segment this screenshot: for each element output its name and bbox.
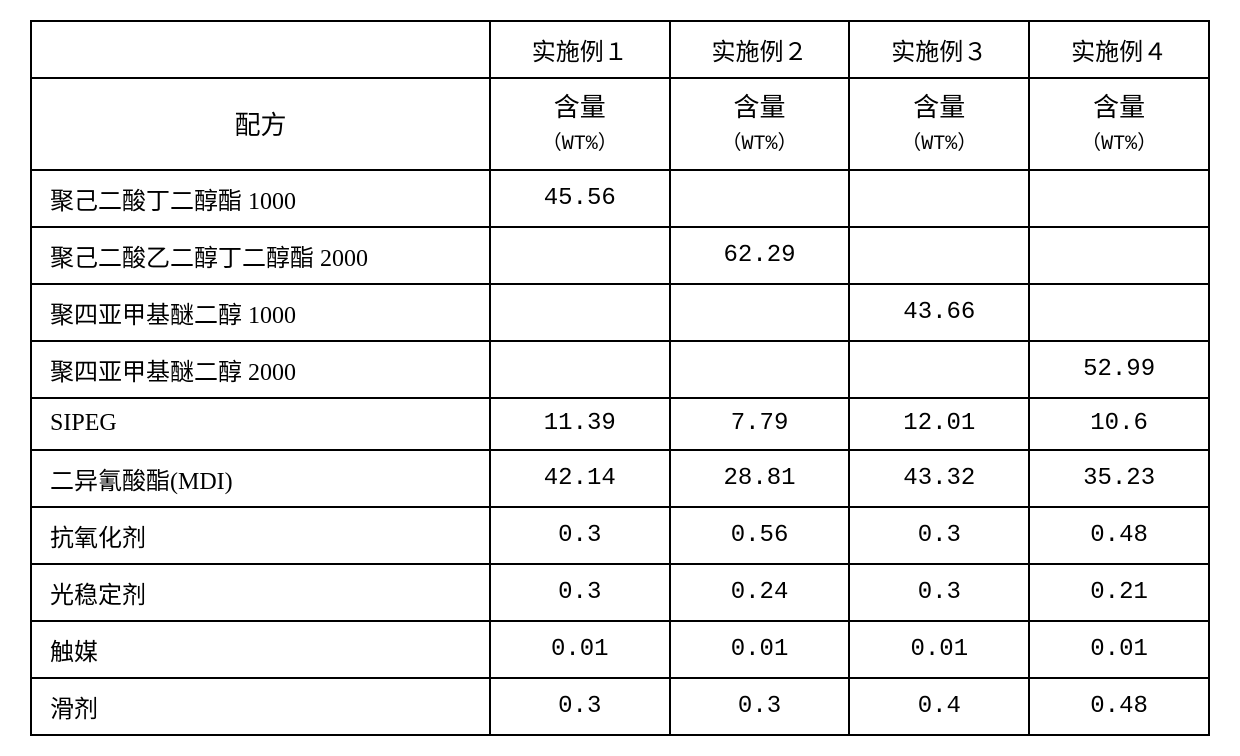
content-label-2: 含量 (685, 87, 835, 129)
cell-value: 0.56 (670, 507, 850, 564)
cell-value (490, 341, 670, 398)
cell-value: 0.21 (1029, 564, 1209, 621)
cell-value: 0.4 (849, 678, 1029, 735)
cell-value: 0.01 (1029, 621, 1209, 678)
cell-value: 28.81 (670, 450, 850, 507)
cell-value (849, 170, 1029, 227)
cell-value: 11.39 (490, 398, 670, 450)
cell-value (1029, 227, 1209, 284)
table-row: 滑剂 0.3 0.3 0.4 0.48 (31, 678, 1209, 735)
cell-value: 0.3 (670, 678, 850, 735)
cell-value: 42.14 (490, 450, 670, 507)
cell-value: 45.56 (490, 170, 670, 227)
cell-value: 35.23 (1029, 450, 1209, 507)
row-label: 触媒 (31, 621, 490, 678)
cell-value (670, 170, 850, 227)
content-label-3: 含量 (864, 87, 1014, 129)
cell-value: 0.3 (849, 564, 1029, 621)
cell-value: 0.01 (849, 621, 1029, 678)
cell-value (490, 227, 670, 284)
row-label: 二异氰酸酯(MDI) (31, 450, 490, 507)
cell-value: 0.3 (490, 564, 670, 621)
table-row: 聚四亚甲基醚二醇 2000 52.99 (31, 341, 1209, 398)
table-row: 聚己二酸乙二醇丁二醇酯 2000 62.29 (31, 227, 1209, 284)
cell-value (849, 341, 1029, 398)
cell-value (490, 284, 670, 341)
table-row: 聚四亚甲基醚二醇 1000 43.66 (31, 284, 1209, 341)
cell-value (1029, 284, 1209, 341)
wt-label-2: （WT%） (685, 129, 835, 161)
wt-label-1: （WT%） (505, 129, 655, 161)
row-label: 抗氧化剂 (31, 507, 490, 564)
cell-value: 0.3 (490, 507, 670, 564)
table-row: 聚己二酸丁二醇酯 1000 45.56 (31, 170, 1209, 227)
content-label-4: 含量 (1044, 87, 1194, 129)
cell-value: 10.6 (1029, 398, 1209, 450)
cell-value: 0.48 (1029, 507, 1209, 564)
cell-value: 0.3 (849, 507, 1029, 564)
row-label: 聚四亚甲基醚二醇 1000 (31, 284, 490, 341)
cell-value (670, 284, 850, 341)
cell-value: 0.01 (490, 621, 670, 678)
table-row: SIPEG 11.39 7.79 12.01 10.6 (31, 398, 1209, 450)
cell-value: 62.29 (670, 227, 850, 284)
row-label: 光稳定剂 (31, 564, 490, 621)
cell-value (670, 341, 850, 398)
content-header-4: 含量 （WT%） (1029, 78, 1209, 170)
formula-label: 配方 (31, 78, 490, 170)
example-header-2: 实施例２ (670, 21, 850, 78)
formula-table: 实施例１ 实施例２ 实施例３ 实施例４ 配方 含量 （WT%） 含量 （WT%）… (30, 20, 1210, 736)
cell-value: 52.99 (1029, 341, 1209, 398)
cell-value: 7.79 (670, 398, 850, 450)
cell-value: 43.32 (849, 450, 1029, 507)
example-header-4: 实施例４ (1029, 21, 1209, 78)
row-label: 滑剂 (31, 678, 490, 735)
wt-label-3: （WT%） (864, 129, 1014, 161)
row-label: SIPEG (31, 398, 490, 450)
row-label: 聚己二酸乙二醇丁二醇酯 2000 (31, 227, 490, 284)
content-header-3: 含量 （WT%） (849, 78, 1029, 170)
header-row-content: 配方 含量 （WT%） 含量 （WT%） 含量 （WT%） 含量 （WT%） (31, 78, 1209, 170)
cell-value: 12.01 (849, 398, 1029, 450)
cell-value: 0.01 (670, 621, 850, 678)
row-label: 聚己二酸丁二醇酯 1000 (31, 170, 490, 227)
row-label: 聚四亚甲基醚二醇 2000 (31, 341, 490, 398)
table-row: 抗氧化剂 0.3 0.56 0.3 0.48 (31, 507, 1209, 564)
example-header-1: 实施例１ (490, 21, 670, 78)
content-label-1: 含量 (505, 87, 655, 129)
blank-corner-cell (31, 21, 490, 78)
cell-value (849, 227, 1029, 284)
content-header-2: 含量 （WT%） (670, 78, 850, 170)
table-body: 实施例１ 实施例２ 实施例３ 实施例４ 配方 含量 （WT%） 含量 （WT%）… (31, 21, 1209, 735)
cell-value (1029, 170, 1209, 227)
cell-value: 0.3 (490, 678, 670, 735)
cell-value: 43.66 (849, 284, 1029, 341)
content-header-1: 含量 （WT%） (490, 78, 670, 170)
table-row: 触媒 0.01 0.01 0.01 0.01 (31, 621, 1209, 678)
cell-value: 0.48 (1029, 678, 1209, 735)
table-row: 二异氰酸酯(MDI) 42.14 28.81 43.32 35.23 (31, 450, 1209, 507)
example-header-3: 实施例３ (849, 21, 1029, 78)
header-row-examples: 实施例１ 实施例２ 实施例３ 实施例４ (31, 21, 1209, 78)
table-row: 光稳定剂 0.3 0.24 0.3 0.21 (31, 564, 1209, 621)
wt-label-4: （WT%） (1044, 129, 1194, 161)
cell-value: 0.24 (670, 564, 850, 621)
